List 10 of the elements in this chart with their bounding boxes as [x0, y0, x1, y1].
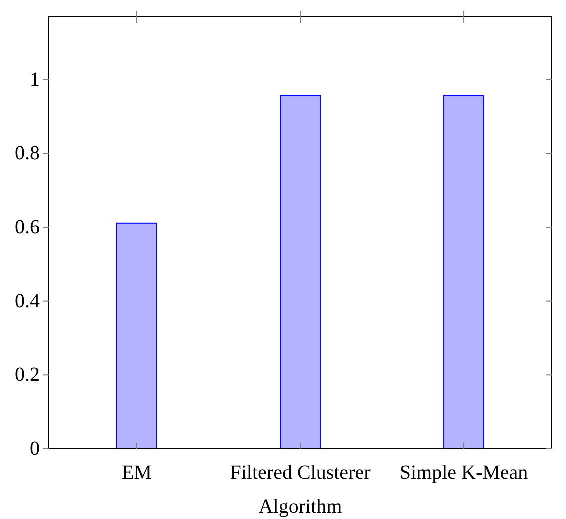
y-tick-label: 0.4: [15, 290, 40, 312]
y-tick-label: 0.8: [15, 142, 40, 165]
y-tick-label: 0.6: [15, 216, 40, 238]
x-tick-label: Simple K-Mean: [400, 462, 528, 484]
y-tick-label: 0.2: [15, 364, 40, 386]
x-axis-title: Algorithm: [258, 496, 343, 518]
x-tick-label: Filtered Clusterer: [230, 462, 372, 484]
x-tick-label: EM: [122, 462, 152, 484]
y-tick-label: 1: [30, 68, 40, 91]
y-tick-label: 0: [30, 438, 40, 460]
